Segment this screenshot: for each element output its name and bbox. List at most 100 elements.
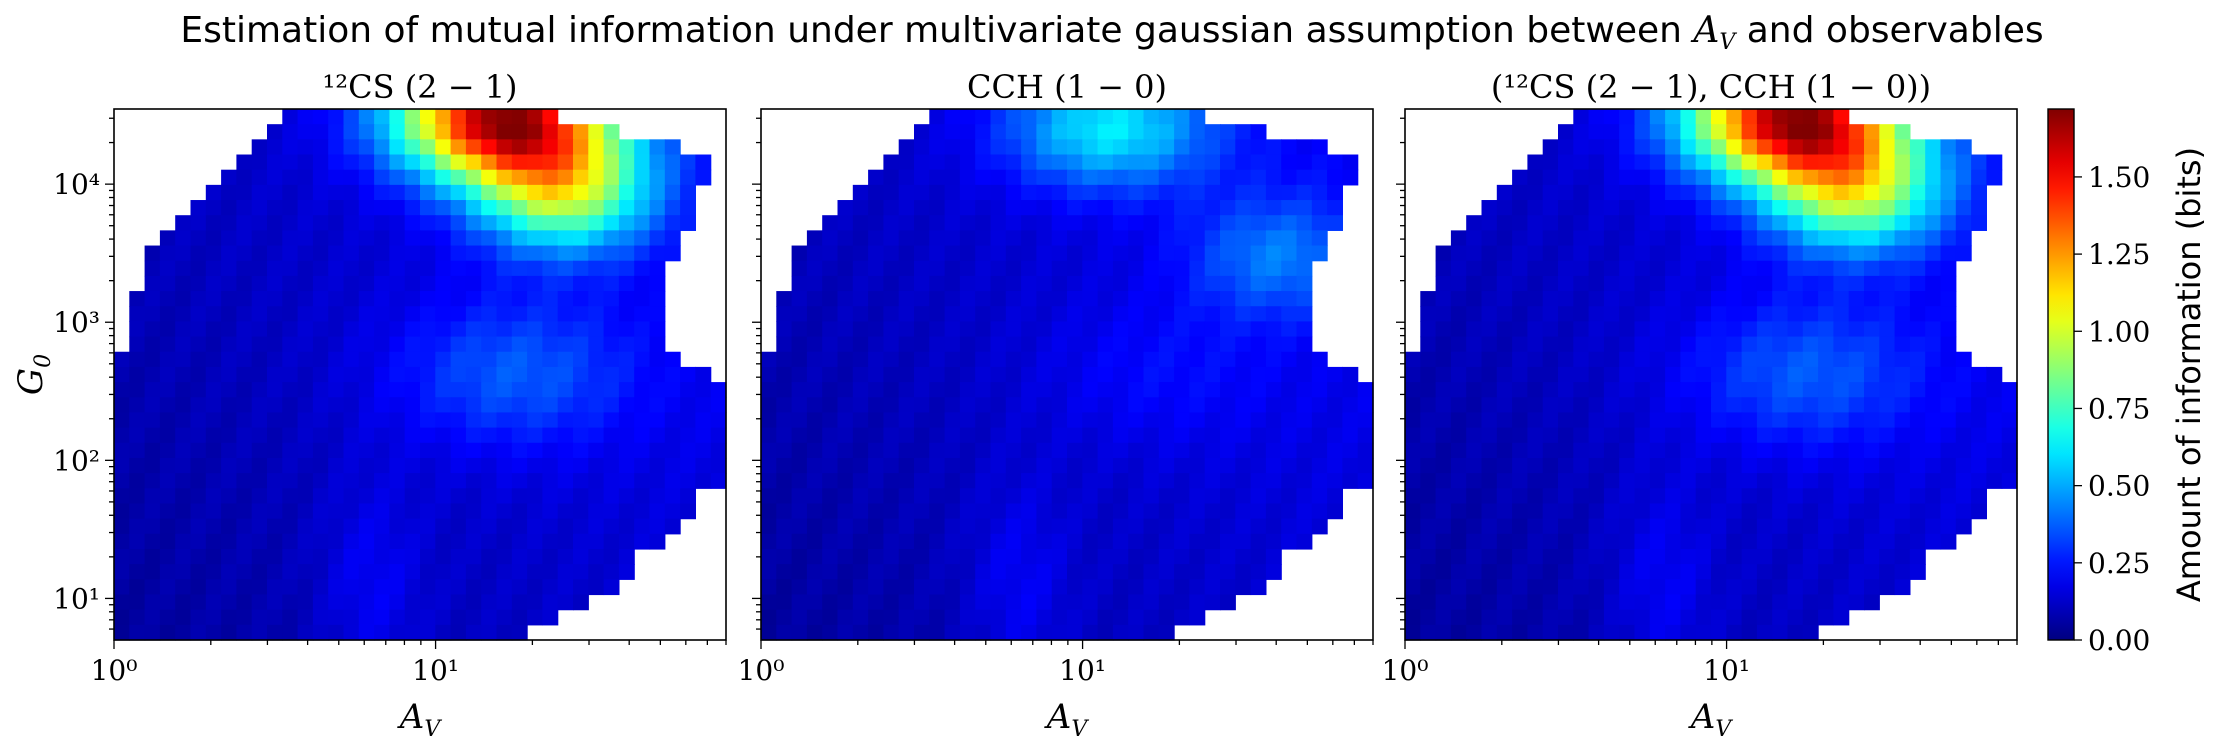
heatmap-cell <box>664 230 681 247</box>
heatmap-cell <box>791 473 808 489</box>
heatmap-cell <box>435 594 452 611</box>
heatmap-cell <box>1909 306 1926 322</box>
heatmap-cell <box>1481 488 1498 505</box>
heatmap-cell <box>511 412 528 429</box>
heatmap-cell <box>1481 275 1498 292</box>
heatmap-cell <box>1311 442 1328 459</box>
heatmap-cell <box>114 397 130 414</box>
heatmap-cell <box>1802 291 1819 307</box>
heatmap-cell <box>1955 184 1972 201</box>
heatmap-cell <box>868 548 884 565</box>
heatmap-cell <box>1097 457 1114 474</box>
heatmap-cell <box>1756 215 1773 231</box>
heatmap-cell <box>1864 139 1880 156</box>
heatmap-cell <box>1158 230 1175 247</box>
heatmap-cell <box>1542 169 1559 186</box>
heatmap-cell <box>404 457 421 474</box>
heatmap-cell <box>190 275 207 292</box>
heatmap-cell <box>1940 336 1957 353</box>
heatmap-cell <box>343 564 360 580</box>
heatmap-cell <box>914 442 930 459</box>
heatmap-cell <box>221 412 237 429</box>
heatmap-cell <box>435 488 452 505</box>
heatmap-cell <box>1879 351 1896 368</box>
heatmap-cell <box>1036 291 1053 307</box>
heatmap-cell <box>159 503 176 520</box>
heatmap-cell <box>1649 548 1666 565</box>
heatmap-cell <box>1420 457 1437 474</box>
heatmap-cell <box>1435 518 1452 535</box>
heatmap-cell <box>557 245 574 262</box>
heatmap-cell <box>1158 442 1175 459</box>
heatmap-cell <box>1542 473 1559 489</box>
heatmap-cell <box>898 412 915 429</box>
heatmap-cell <box>959 488 976 505</box>
heatmap-cell <box>1082 169 1099 186</box>
heatmap-cell <box>496 609 513 626</box>
heatmap-cell <box>1174 366 1190 383</box>
heatmap-cell <box>236 564 253 580</box>
heatmap-cell <box>837 245 854 262</box>
heatmap-cell <box>1158 564 1175 580</box>
heatmap-cell <box>1787 457 1804 474</box>
heatmap-cell <box>944 336 961 353</box>
heatmap-cell <box>1741 488 1758 505</box>
heatmap-cell <box>1250 275 1267 292</box>
heatmap-cell <box>914 124 930 140</box>
heatmap-cell <box>1818 275 1834 292</box>
heatmap-cell <box>389 579 406 596</box>
heatmap-cell <box>837 306 854 322</box>
heatmap-cell <box>1405 366 1421 383</box>
heatmap-cell <box>1420 442 1437 459</box>
heatmap-cell <box>496 488 513 505</box>
heatmap-cell <box>1067 427 1083 444</box>
heatmap-cell <box>1189 351 1206 368</box>
heatmap-cell <box>1097 624 1114 641</box>
heatmap-cell <box>221 397 237 414</box>
heatmap-cell <box>1756 336 1773 353</box>
heatmap-cell <box>1021 518 1037 535</box>
heatmap-cell <box>1848 200 1865 216</box>
heatmap-cell <box>175 260 192 277</box>
heatmap-cell <box>1005 503 1022 520</box>
heatmap-cell <box>837 291 854 307</box>
heatmap-cell <box>1940 139 1957 156</box>
heatmap-cell <box>1005 154 1022 171</box>
heatmap-cell <box>914 457 930 474</box>
heatmap-cell <box>557 427 574 444</box>
heatmap-cell <box>975 109 992 125</box>
heatmap-cell <box>1603 154 1620 171</box>
heatmap-cell <box>1235 412 1252 429</box>
heatmap-cell <box>914 306 930 322</box>
heatmap-cell <box>1481 260 1498 277</box>
heatmap-cell <box>588 564 605 580</box>
heatmap-cell <box>374 306 390 322</box>
heatmap-cell <box>1695 579 1712 596</box>
heatmap-cell <box>1680 215 1697 231</box>
heatmap-cell <box>618 382 635 398</box>
heatmap-cell <box>450 397 467 414</box>
heatmap-cell <box>420 154 436 171</box>
heatmap-cell <box>1909 169 1926 186</box>
heatmap-cell <box>1496 306 1513 322</box>
heatmap-cell <box>1128 321 1145 338</box>
heatmap-cell <box>1940 154 1957 171</box>
heatmap-cell <box>618 427 635 444</box>
heatmap-cell <box>1097 473 1114 489</box>
heatmap-cell <box>1802 245 1819 262</box>
heatmap-cell <box>1558 275 1574 292</box>
heatmap-cell <box>761 609 777 626</box>
heatmap-cell <box>822 488 839 505</box>
heatmap-cell <box>975 215 992 231</box>
heatmap-cell <box>1128 382 1145 398</box>
heatmap-cell <box>1405 609 1421 626</box>
heatmap-cell <box>1909 518 1926 535</box>
heatmap-cell <box>114 564 130 580</box>
heatmap-cell <box>1818 230 1834 247</box>
heatmap-cell <box>776 427 793 444</box>
heatmap-cell <box>959 533 976 550</box>
heatmap-cell <box>1112 260 1129 277</box>
heatmap-cell <box>450 124 467 140</box>
heatmap-cell <box>1879 427 1896 444</box>
heatmap-cell <box>1281 169 1298 186</box>
